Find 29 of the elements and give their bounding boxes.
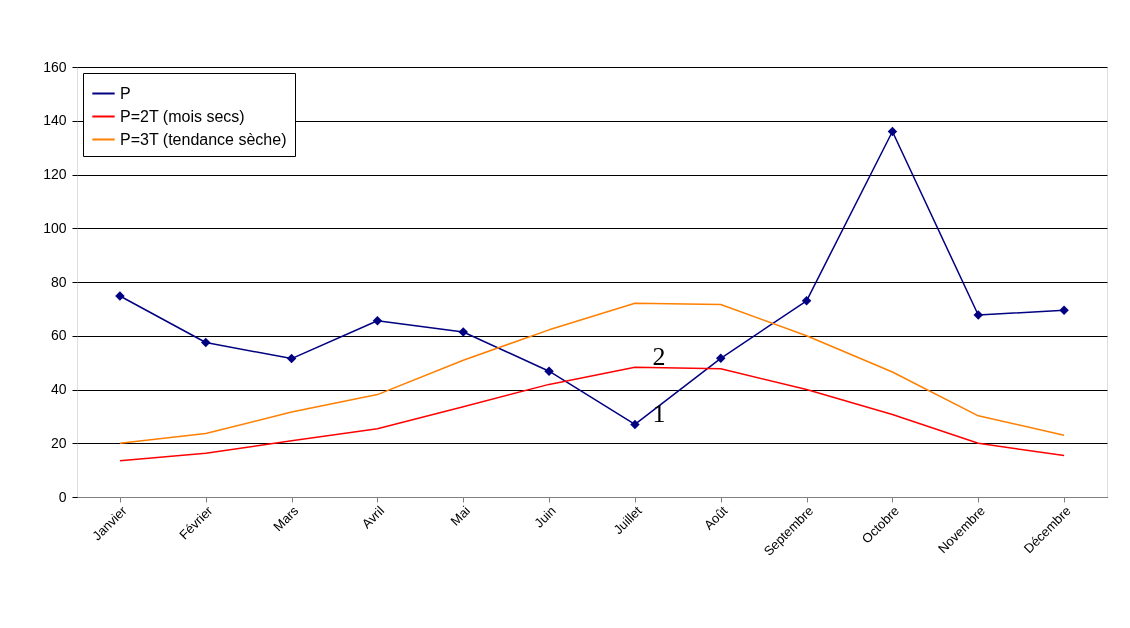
y-tick-label: 120	[43, 166, 67, 182]
point	[716, 353, 726, 364]
annotation: 2	[652, 342, 666, 372]
point	[201, 337, 211, 348]
y-tick-label: 0	[58, 488, 67, 505]
y-tick-label: 140	[43, 112, 67, 129]
annotation: 1	[652, 399, 666, 429]
line-series	[119, 302, 1065, 444]
legend-label: P=2T (mois secs)	[120, 107, 245, 125]
point	[973, 310, 983, 320]
legend-label: P=3T (tendance sèche)	[120, 130, 287, 148]
point	[372, 315, 383, 326]
line-series	[119, 366, 1065, 462]
y-tick-label: 20	[50, 434, 67, 451]
point	[630, 419, 640, 430]
x-tick-label: Juin	[531, 503, 559, 531]
y-tick-label: 60	[50, 327, 67, 344]
y-tick-label: 40	[50, 381, 67, 397]
y-tick-label: 160	[43, 58, 67, 75]
point	[801, 296, 812, 306]
point	[887, 126, 898, 137]
legend-label: P	[120, 84, 131, 102]
point	[458, 327, 468, 337]
x-tick-label: Mai	[447, 503, 474, 529]
point	[1059, 305, 1069, 315]
point	[286, 353, 297, 364]
y-tick-label: 80	[50, 273, 67, 290]
y-tick-label: 100	[43, 219, 67, 236]
point	[544, 366, 554, 376]
